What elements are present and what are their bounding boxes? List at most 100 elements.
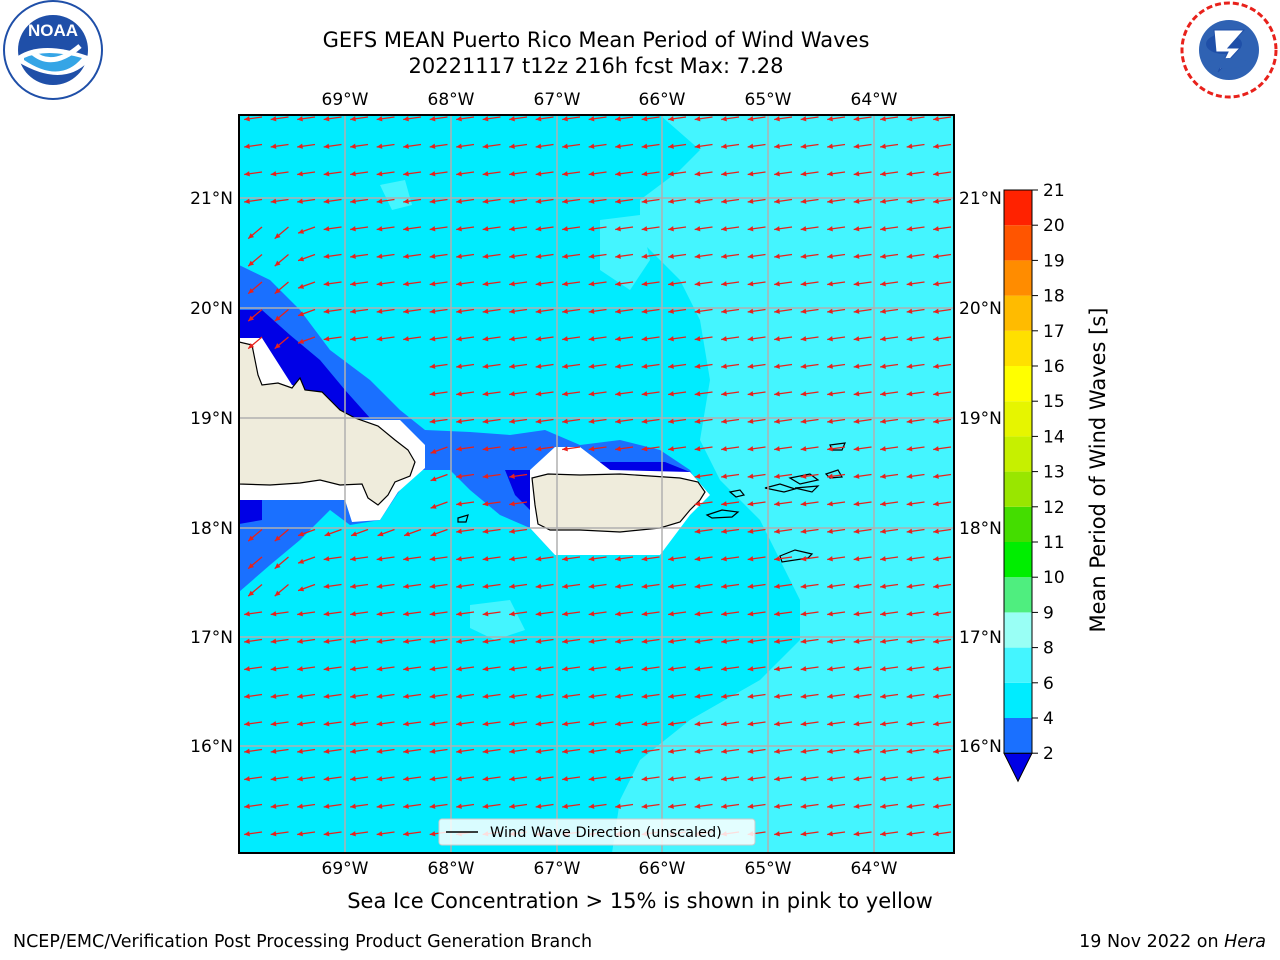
wave-direction-arrowhead — [827, 803, 833, 809]
wave-direction-arrowhead — [880, 336, 886, 342]
wave-direction-arrowhead — [933, 198, 939, 204]
wave-direction-arrowhead — [906, 198, 913, 204]
wave-direction-arrowhead — [456, 638, 462, 644]
wave-direction-arrowhead — [694, 611, 701, 617]
wave-direction-arrowhead — [588, 583, 595, 589]
wave-direction-arrowhead — [509, 116, 515, 122]
wave-direction-arrowhead — [774, 693, 780, 699]
wave-direction-arrowhead — [747, 611, 754, 617]
wave-direction-arrowhead — [641, 721, 648, 727]
wave-direction-arrowhead — [350, 666, 356, 672]
wave-direction-arrowhead — [297, 831, 303, 837]
colorbar-segment — [1004, 436, 1032, 472]
wave-direction-arrowhead — [880, 473, 886, 479]
wave-direction-arrowhead — [615, 638, 621, 644]
wave-direction-arrowhead — [827, 748, 833, 754]
wave-direction-arrowhead — [906, 116, 913, 122]
wave-direction-arrowhead — [429, 226, 436, 232]
wave-direction-arrowhead — [535, 418, 542, 424]
wave-direction-arrowhead — [562, 638, 568, 644]
wave-direction-arrowhead — [747, 391, 754, 397]
wave-direction-arrowhead — [403, 693, 409, 699]
wave-direction-arrowhead — [906, 418, 913, 424]
wave-direction-arrowhead — [933, 143, 939, 149]
wave-direction-arrowhead — [721, 336, 727, 342]
wave-direction-arrowhead — [535, 611, 542, 617]
sea-ice-note: Sea Ice Concentration > 15% is shown in … — [347, 889, 933, 913]
wave-direction-arrowhead — [694, 501, 701, 507]
wave-direction-arrowhead — [482, 281, 489, 287]
wave-direction-arrowhead — [880, 528, 886, 534]
wave-direction-arrowhead — [456, 776, 462, 782]
wave-direction-arrowhead — [562, 253, 568, 259]
wave-direction-arrowhead — [694, 583, 701, 589]
wave-direction-arrowhead — [297, 721, 303, 727]
wave-direction-arrowhead — [562, 281, 568, 287]
wave-direction-arrowhead — [747, 776, 754, 782]
wave-direction-arrowhead — [297, 171, 303, 177]
wave-direction-arrowhead — [853, 418, 860, 424]
lon-label: 68°W — [428, 859, 475, 879]
wave-direction-arrowhead — [350, 253, 356, 259]
wave-direction-arrowhead — [668, 446, 674, 452]
wave-direction-arrowhead — [721, 748, 727, 754]
wave-direction-arrowhead — [800, 363, 807, 369]
wave-direction-arrowhead — [747, 116, 754, 122]
wave-direction-arrowhead — [244, 803, 250, 809]
wave-direction-arrowhead — [482, 308, 489, 314]
wave-direction-arrowhead — [535, 391, 542, 397]
wave-direction-arrowhead — [456, 363, 462, 369]
colorbar-tick-label: 18 — [1043, 287, 1065, 307]
wave-direction-arrowhead — [509, 418, 515, 424]
wave-direction-arrowhead — [694, 336, 701, 342]
wave-direction-arrowhead — [323, 198, 330, 204]
wave-direction-arrowhead — [774, 363, 780, 369]
wave-direction-arrowhead — [562, 583, 568, 589]
wave-direction-arrowhead — [641, 666, 648, 672]
wave-direction-arrowhead — [588, 143, 595, 149]
wave-period-field — [239, 115, 954, 853]
wave-direction-arrowhead — [853, 776, 860, 782]
wave-direction-arrowhead — [535, 171, 542, 177]
wave-direction-arrowhead — [641, 776, 648, 782]
colorbar-tick-label: 6 — [1043, 674, 1054, 694]
wave-direction-arrowhead — [827, 363, 833, 369]
wave-direction-arrowhead — [827, 583, 833, 589]
wave-direction-arrowhead — [800, 336, 807, 342]
wave-direction-arrowhead — [429, 831, 436, 837]
wave-direction-arrowhead — [376, 143, 383, 149]
wave-direction-arrowhead — [588, 116, 595, 122]
wave-direction-arrowhead — [248, 563, 255, 569]
wave-direction-arrowhead — [244, 748, 250, 754]
lat-label: 20°N — [190, 299, 233, 319]
lat-labels-right: 21°N 20°N 19°N 18°N 17°N 16°N — [959, 189, 1002, 757]
colorbar-segment — [1004, 225, 1032, 261]
wave-direction-arrowhead — [588, 171, 595, 177]
wave-direction-arrowhead — [853, 638, 860, 644]
wave-direction-arrowhead — [429, 693, 436, 699]
wave-direction-arrowhead — [297, 116, 303, 122]
wave-direction-arrowhead — [562, 363, 568, 369]
wave-direction-arrowhead — [668, 171, 674, 177]
wave-direction-arrowhead — [509, 611, 515, 617]
lat-label: 18°N — [959, 519, 1002, 539]
colorbar-segment — [1004, 260, 1032, 296]
wave-direction-arrowhead — [694, 446, 701, 452]
wave-direction-arrowhead — [721, 363, 727, 369]
wave-direction-arrowhead — [270, 693, 277, 699]
wave-direction-arrowhead — [429, 308, 436, 314]
wave-direction-arrowhead — [880, 831, 886, 837]
wave-direction-arrowhead — [668, 611, 674, 617]
wave-direction-arrowhead — [376, 638, 383, 644]
wave-direction-arrowhead — [509, 446, 515, 452]
wave-direction-arrowhead — [350, 583, 356, 589]
lon-label: 67°W — [534, 90, 581, 110]
wave-direction-arrowhead — [853, 308, 860, 314]
wave-direction-arrowhead — [535, 336, 542, 342]
colorbar-tick-label: 20 — [1043, 216, 1065, 236]
wave-direction-arrowhead — [297, 638, 303, 644]
wave-direction-arrowhead — [933, 748, 939, 754]
wave-direction-arrowhead — [244, 116, 250, 122]
wave-direction-arrowhead — [270, 611, 277, 617]
wave-direction-arrowhead — [615, 583, 621, 589]
